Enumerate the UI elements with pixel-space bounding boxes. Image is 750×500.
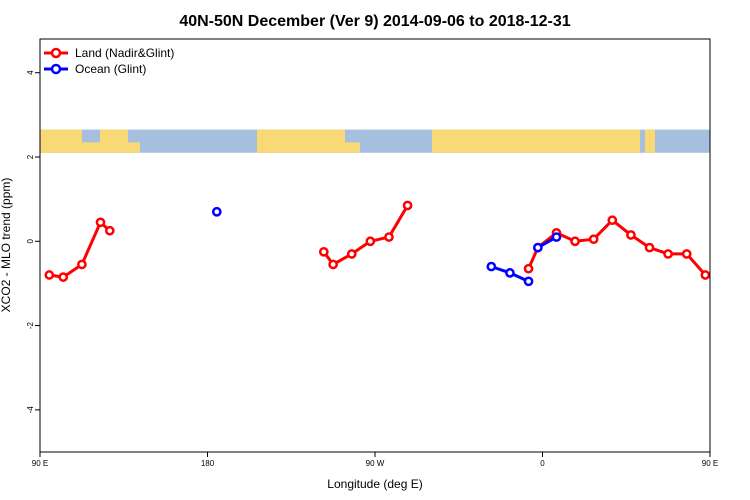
- data-point: [551, 232, 562, 242]
- data-point: [720, 274, 727, 281]
- map-coast-1: [128, 142, 140, 153]
- series-0: [44, 200, 746, 282]
- data-point: [211, 206, 222, 217]
- data-point: [505, 268, 515, 278]
- series-layer: [44, 200, 746, 287]
- data-point: [346, 249, 357, 259]
- map-land-6: [470, 129, 520, 153]
- data-point: [700, 270, 710, 280]
- data-point: [532, 242, 543, 253]
- map-land-0: [40, 129, 82, 153]
- data-point: [318, 246, 329, 257]
- data-point: [607, 215, 618, 226]
- data-point: [365, 236, 376, 247]
- data-point: [104, 225, 115, 236]
- data-point: [486, 261, 497, 272]
- legend-land-label: Land (Nadir&Glint): [75, 46, 174, 60]
- x-tick-label: 90 E: [32, 459, 48, 468]
- plot-frame: [39, 38, 711, 453]
- data-point: [77, 259, 87, 270]
- x-tick-label: 90 W: [366, 459, 385, 468]
- x-tick-label: 90 E: [702, 459, 718, 468]
- data-point: [44, 270, 55, 280]
- series-line: [527, 218, 710, 278]
- y-axis-label: XCO2 - MLO trend (ppm): [0, 178, 13, 313]
- y-tick-label: -2: [26, 321, 35, 329]
- map-coast-0: [82, 142, 100, 153]
- y-tick-label: 2: [26, 154, 35, 159]
- map-coast-2: [345, 142, 360, 153]
- data-point: [402, 200, 413, 211]
- data-point: [588, 234, 599, 245]
- data-point: [739, 261, 746, 268]
- data-point: [681, 249, 692, 259]
- y-axis: -4 -2 0 2 4: [26, 70, 40, 413]
- data-point: [95, 217, 106, 228]
- y-tick-label: 0: [26, 239, 35, 244]
- map-land-7: [520, 129, 605, 153]
- data-point: [523, 276, 534, 287]
- map-land-3: [257, 129, 330, 153]
- map-land-2: [118, 129, 128, 153]
- x-tick-label: 0: [540, 459, 545, 468]
- data-point: [644, 242, 655, 253]
- map-land-5: [432, 129, 470, 153]
- map-land-1: [100, 129, 118, 153]
- y-tick-label: 4: [26, 70, 35, 75]
- map-land-4: [330, 129, 345, 153]
- map-land-8: [605, 129, 640, 153]
- data-point: [663, 249, 673, 259]
- legend: Land (Nadir&Glint) Ocean (Glint): [44, 46, 174, 76]
- data-point: [58, 272, 69, 282]
- legend-ocean-label: Ocean (Glint): [75, 62, 146, 76]
- x-axis-label: Longitude (deg E): [327, 477, 422, 491]
- chart-title: 40N-50N December (Ver 9) 2014-09-06 to 2…: [179, 13, 570, 30]
- data-point: [626, 230, 636, 240]
- series-line: [49, 220, 111, 279]
- series-1: [211, 206, 562, 287]
- data-point: [328, 259, 338, 270]
- map-land-9: [645, 129, 655, 153]
- data-point: [570, 236, 580, 247]
- world-map-strip: [40, 129, 710, 153]
- data-point: [523, 263, 534, 274]
- series-line: [322, 204, 409, 266]
- legend-land-marker: [50, 47, 62, 59]
- x-tick-label: 180: [201, 459, 215, 468]
- legend-ocean-marker: [50, 63, 62, 75]
- data-point: [384, 232, 394, 242]
- x-axis: 90 E 180 90 W 0 90 E: [32, 452, 718, 468]
- y-tick-label: -4: [26, 406, 35, 414]
